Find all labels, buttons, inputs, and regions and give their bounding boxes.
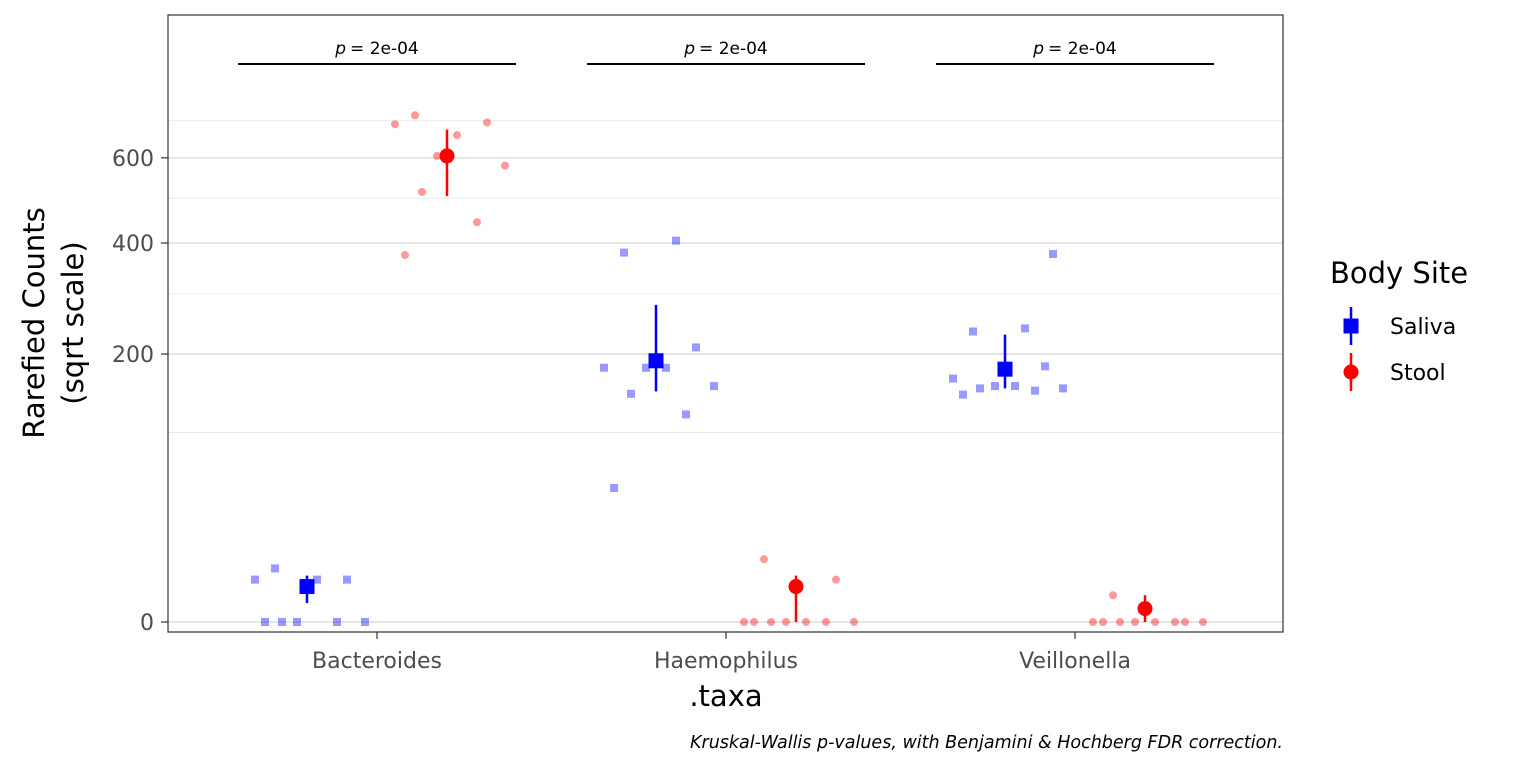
- data-point-stool: [1171, 618, 1179, 626]
- data-point-stool: [418, 187, 426, 196]
- pvalue-symbol: p: [683, 39, 695, 59]
- y-tick-label: 200: [112, 343, 154, 368]
- data-point-stool: [401, 251, 409, 260]
- pvalue-symbol: p: [1032, 39, 1044, 59]
- data-point-stool: [483, 118, 491, 127]
- pvalue-text: = 2e-04: [350, 39, 419, 59]
- data-point-saliva: [610, 484, 618, 493]
- data-point-saliva: [361, 618, 369, 626]
- data-point-saliva: [343, 575, 351, 584]
- data-point-stool: [782, 618, 790, 626]
- pvalue-text: = 2e-04: [1048, 39, 1117, 59]
- data-point-saliva: [692, 343, 700, 352]
- y-tick-label: 0: [140, 611, 154, 636]
- data-point-saliva: [271, 564, 279, 573]
- data-point-saliva: [313, 575, 321, 584]
- x-tick-label: Veillonella: [1019, 649, 1131, 674]
- chart-marks: [251, 111, 1207, 626]
- data-point-saliva: [959, 390, 967, 399]
- data-point-saliva: [251, 575, 259, 584]
- data-point-saliva: [627, 389, 635, 398]
- data-point-stool: [850, 618, 858, 626]
- data-point-stool: [453, 131, 461, 140]
- mean-marker-stool: [439, 148, 455, 164]
- pvalue-label: p = 2e-04: [1032, 39, 1117, 59]
- pvalue-text: = 2e-04: [699, 39, 768, 59]
- pvalue-annotations: p = 2e-04 p = 2e-04 p = 2e-04: [238, 39, 1214, 65]
- data-point-stool: [750, 618, 758, 626]
- data-point-stool: [1131, 618, 1139, 626]
- data-point-stool: [740, 618, 748, 626]
- data-point-stool: [832, 575, 840, 584]
- legend-label: Stool: [1390, 361, 1446, 386]
- data-point-saliva: [672, 236, 680, 245]
- y-axis-title-line2: (sqrt scale): [56, 241, 90, 404]
- mean-marker-saliva: [997, 361, 1013, 377]
- legend-label: Saliva: [1390, 315, 1456, 340]
- pvalue-label: p = 2e-04: [683, 39, 768, 59]
- data-point-saliva: [1031, 386, 1039, 395]
- y-axis-title: Rarefied Counts (sqrt scale): [17, 207, 90, 438]
- data-point-saliva: [261, 618, 269, 626]
- data-point-stool: [1089, 618, 1097, 626]
- data-point-stool: [433, 151, 441, 160]
- data-point-saliva: [949, 374, 957, 383]
- data-point-stool: [802, 618, 810, 626]
- data-point-stool: [822, 618, 830, 626]
- data-point-saliva: [642, 363, 650, 372]
- legend: Body Site Saliva Stool: [1330, 256, 1468, 391]
- data-point-saliva: [1059, 384, 1067, 393]
- data-point-saliva: [1011, 382, 1019, 391]
- data-point-saliva: [293, 618, 301, 626]
- data-point-stool: [1109, 591, 1117, 600]
- data-point-saliva: [710, 382, 718, 391]
- data-point-saliva: [991, 382, 999, 391]
- x-axis-title: .taxa: [689, 679, 762, 713]
- x-tick-label: Haemophilus: [654, 649, 798, 674]
- data-point-saliva: [969, 327, 977, 336]
- data-point-saliva: [620, 248, 628, 257]
- data-point-saliva: [682, 410, 690, 419]
- mean-marker-saliva: [648, 353, 664, 369]
- y-tick-label: 400: [112, 232, 154, 257]
- data-point-saliva: [1041, 362, 1049, 371]
- data-point-stool: [411, 111, 419, 120]
- axes: 0 200 400 600 Bacteroides Haemophilus Veillone…: [112, 147, 1131, 674]
- data-point-stool: [473, 218, 481, 227]
- pvalue-symbol: p: [334, 39, 346, 59]
- legend-key-square: [1343, 318, 1359, 334]
- legend-title: Body Site: [1330, 256, 1468, 290]
- data-point-stool: [391, 120, 399, 129]
- data-point-stool: [1099, 618, 1107, 626]
- data-point-saliva: [1049, 250, 1057, 259]
- mean-marker-saliva: [299, 579, 315, 595]
- legend-key-circle: [1343, 364, 1359, 380]
- x-tick-label: Bacteroides: [312, 649, 442, 674]
- data-point-stool: [760, 555, 768, 564]
- pvalue-label: p = 2e-04: [334, 39, 419, 59]
- data-point-saliva: [600, 363, 608, 372]
- data-point-stool: [767, 618, 775, 626]
- data-point-stool: [1116, 618, 1124, 626]
- caption: Kruskal-Wallis p-values, with Benjamini …: [690, 733, 1283, 753]
- data-point-stool: [1151, 618, 1159, 626]
- data-point-saliva: [278, 618, 286, 626]
- mean-marker-stool: [788, 579, 804, 595]
- data-point-saliva: [662, 363, 670, 372]
- plot-panel-border: [167, 14, 1284, 633]
- grid-lines: [168, 120, 1283, 623]
- y-axis-title-line1: Rarefied Counts: [17, 207, 51, 438]
- data-point-stool: [1181, 618, 1189, 626]
- y-tick-label: 600: [112, 147, 154, 172]
- mean-marker-stool: [1137, 601, 1153, 617]
- data-point-saliva: [976, 384, 984, 393]
- data-point-saliva: [1021, 324, 1029, 333]
- data-point-stool: [501, 161, 509, 170]
- data-point-saliva: [333, 618, 341, 626]
- data-point-stool: [1199, 618, 1207, 626]
